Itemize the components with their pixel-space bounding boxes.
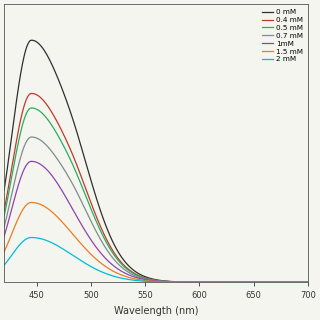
0.7 mM [149,278,153,282]
0.4 mM [306,280,310,284]
0.4 mM [30,92,34,95]
0.4 mM [184,280,188,284]
0.4 mM [149,277,153,281]
0 mM [167,279,171,283]
0.5 mM [149,278,153,282]
0 mM [184,280,188,284]
1mM [30,159,34,163]
0 mM [306,280,310,284]
0 mM [299,280,303,284]
1mM [252,280,256,284]
2 mM [2,263,6,267]
0 mM [30,38,34,42]
0.4 mM [167,280,171,284]
0.5 mM [2,214,6,218]
1.5 mM [167,280,171,284]
1.5 mM [252,280,256,284]
0.4 mM [299,280,303,284]
0.7 mM [30,135,34,139]
Line: 1.5 mM: 1.5 mM [4,203,308,282]
1.5 mM [147,279,151,283]
0.7 mM [2,225,6,229]
Line: 1mM: 1mM [4,161,308,282]
0.7 mM [306,280,310,284]
0.4 mM [2,208,6,212]
0.4 mM [147,277,151,281]
2 mM [167,280,171,284]
2 mM [184,280,188,284]
0.5 mM [147,277,151,281]
Line: 0.7 mM: 0.7 mM [4,137,308,282]
1.5 mM [2,250,6,254]
2 mM [306,280,310,284]
0.5 mM [299,280,303,284]
0.7 mM [299,280,303,284]
1mM [184,280,188,284]
2 mM [147,280,151,284]
0.5 mM [30,106,34,110]
1mM [2,234,6,238]
0 mM [147,276,151,280]
2 mM [252,280,256,284]
Line: 0.5 mM: 0.5 mM [4,108,308,282]
2 mM [299,280,303,284]
1mM [147,278,151,282]
2 mM [30,236,34,239]
0.5 mM [252,280,256,284]
0.7 mM [184,280,188,284]
0 mM [149,276,153,280]
Legend: 0 mM, 0.4 mM, 0.5 mM, 0.7 mM, 1mM, 1.5 mM, 2 mM: 0 mM, 0.4 mM, 0.5 mM, 0.7 mM, 1mM, 1.5 m… [261,8,304,64]
Line: 0.4 mM: 0.4 mM [4,93,308,282]
1mM [299,280,303,284]
0 mM [2,188,6,192]
1mM [167,280,171,284]
0 mM [252,280,256,284]
2 mM [149,280,153,284]
0.4 mM [252,280,256,284]
0.5 mM [184,280,188,284]
1.5 mM [30,201,34,204]
0.7 mM [147,278,151,282]
0.5 mM [306,280,310,284]
Line: 2 mM: 2 mM [4,237,308,282]
1mM [149,278,153,282]
0.7 mM [167,280,171,284]
0.5 mM [167,280,171,284]
Line: 0 mM: 0 mM [4,40,308,282]
1.5 mM [299,280,303,284]
1mM [306,280,310,284]
1.5 mM [149,279,153,283]
X-axis label: Wavelength (nm): Wavelength (nm) [114,306,198,316]
0.7 mM [252,280,256,284]
1.5 mM [184,280,188,284]
1.5 mM [306,280,310,284]
